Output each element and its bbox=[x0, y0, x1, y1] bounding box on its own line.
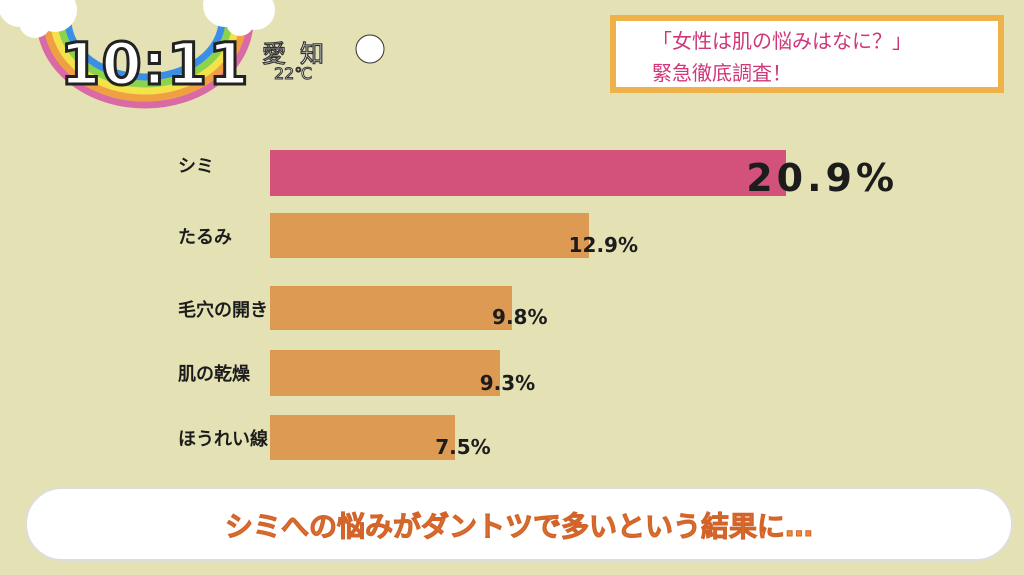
rainbow-decoration bbox=[0, 0, 385, 109]
title-line-2: 緊急徹底調査！ bbox=[652, 61, 792, 85]
category-label: シミ bbox=[178, 156, 214, 177]
clock-time: 10:11 bbox=[59, 29, 251, 100]
title-line-1: 「女性は肌の悩みはなに？」 bbox=[652, 29, 912, 53]
bar bbox=[270, 286, 513, 330]
category-label: たるみ bbox=[178, 227, 232, 248]
value-label: 9.8% bbox=[492, 305, 548, 329]
value-label: 12.9% bbox=[568, 233, 639, 257]
category-label: 肌の乾燥 bbox=[178, 364, 250, 385]
weather-cloud-icon bbox=[355, 34, 385, 64]
caption-text: シミへの悩みがダントツで多いという結果に… bbox=[224, 510, 813, 544]
bar bbox=[270, 213, 589, 258]
value-label: 7.5% bbox=[435, 435, 491, 459]
bar bbox=[270, 150, 787, 196]
title-box: 「女性は肌の悩みはなに？」 緊急徹底調査！ bbox=[610, 15, 1004, 93]
value-label: 9.3% bbox=[479, 371, 536, 395]
cloud-icon bbox=[0, 0, 275, 38]
weather-temperature: 22℃ bbox=[273, 64, 313, 84]
category-label: ほうれい線 bbox=[178, 429, 268, 450]
bar bbox=[270, 415, 456, 460]
weather-city: 愛知 bbox=[261, 39, 338, 68]
caption-box: シミへの悩みがダントツで多いという結果に… bbox=[25, 487, 1013, 561]
category-label: 毛穴の開き bbox=[178, 300, 268, 321]
value-label: 20.9% bbox=[746, 156, 899, 200]
bar bbox=[270, 350, 500, 396]
